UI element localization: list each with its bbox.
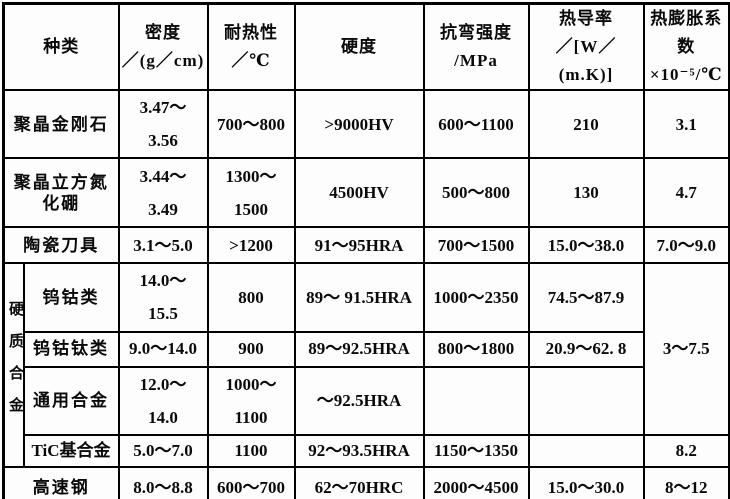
cell-expand: 8～12 xyxy=(642,465,730,499)
cell-expand: 4.7 xyxy=(642,157,730,229)
cell-conduct-empty xyxy=(527,433,645,468)
row-name-wc-tic: 钨钴钛类 xyxy=(22,330,120,368)
cell-hardness: 92～93.5HRA xyxy=(293,433,425,468)
cell-heat: 700～800 xyxy=(206,88,296,160)
header-row: 种类 密度 ／(g／cm) 耐热性 ／℃ 硬度 抗弯强度 /MPa 热导率 ／[… xyxy=(2,2,730,91)
cell-expand: 7.0～9.0 xyxy=(642,226,730,265)
row-name-pcd: 聚晶金刚石 xyxy=(2,88,120,160)
cell-density: 8.0～8.8 xyxy=(117,465,209,499)
carbide-group-label-cell: 硬质合金 xyxy=(2,262,25,468)
cell-bend: 1150～1350 xyxy=(422,433,530,468)
header-thermal-conductivity: 热导率 ／[W／(m.K)] xyxy=(527,2,645,91)
cell-expand: 8.2 xyxy=(642,433,730,468)
header-kind-label: 种类 xyxy=(43,37,80,56)
table-row: TiC基合金 5.0～7.0 1100 92～93.5HRA 1150～1350… xyxy=(4,433,730,468)
cell-conduct: 210 xyxy=(527,88,645,160)
cell-density: 5.0～7.0 xyxy=(117,433,209,468)
row-name-ceramic: 陶瓷刀具 xyxy=(2,226,120,265)
cell-expand-merged: 3～7.5 xyxy=(642,262,730,436)
cell-bend: 2000～4500 xyxy=(422,465,530,499)
cell-density: 3.44～ 3.49 xyxy=(117,157,209,229)
header-hardness: 硬度 xyxy=(293,2,425,91)
header-kind: 种类 xyxy=(2,2,120,91)
header-bending-strength: 抗弯强度 /MPa xyxy=(422,2,530,91)
cell-heat: 600～700 xyxy=(206,465,296,499)
cell-conduct: 130 xyxy=(527,157,645,229)
cell-conduct-empty xyxy=(527,365,645,436)
cell-hardness: 62～70HRC xyxy=(293,465,425,499)
carbide-group-label: 硬质合金 xyxy=(7,301,23,430)
row-name-general: 通用合金 xyxy=(22,365,120,436)
table-row: 陶瓷刀具 3.1～5.0 >1200 91～95HRA 700～1500 15.… xyxy=(2,226,730,265)
cell-conduct: 20.9～62. 8 xyxy=(527,330,645,368)
table-row: 钨钴钛类 9.0～14.0 900 89～92.5HRA 800～1800 20… xyxy=(4,330,730,368)
cell-heat: 900 xyxy=(206,330,296,368)
table-row: 通用合金 12.0～ 14.0 1000～ 1100 ～92.5HRA xyxy=(4,365,730,436)
row-name-hss: 高速钢 xyxy=(2,465,120,499)
cell-heat: 1100 xyxy=(206,433,296,468)
cell-bend: 700～1500 xyxy=(422,226,530,265)
row-name-pcbn: 聚晶立方氮化硼 xyxy=(2,157,120,229)
table-row: 聚晶金刚石 3.47～ 3.56 700～800 >9000HV 600～1100… xyxy=(2,88,730,160)
cell-hardness: 91～95HRA xyxy=(293,226,425,265)
cell-bend: 1000～2350 xyxy=(422,262,530,333)
cell-density: 3.1～5.0 xyxy=(117,226,209,265)
table-row: 高速钢 8.0～8.8 600～700 62～70HRC 2000～4500 1… xyxy=(2,465,730,499)
header-density: 密度 ／(g／cm) xyxy=(117,2,209,91)
cell-bend-empty xyxy=(422,365,530,436)
cell-hardness: ～92.5HRA xyxy=(293,365,425,436)
cell-bend: 500～800 xyxy=(422,157,530,229)
cell-conduct: 15.0～38.0 xyxy=(527,226,645,265)
cell-hardness: 89～92.5HRA xyxy=(293,330,425,368)
cell-bend: 600～1100 xyxy=(422,88,530,160)
cell-conduct: 74.5～87.9 xyxy=(527,262,645,333)
cell-hardness: 89～ 91.5HRA xyxy=(293,262,425,333)
cell-expand: 3.1 xyxy=(642,88,730,160)
table-row: 聚晶立方氮化硼 3.44～ 3.49 1300～ 1500 4500HV 500～8… xyxy=(2,157,730,229)
header-thermal-expansion: 热膨胀系数 ×10⁻⁵/℃ xyxy=(642,2,730,91)
cell-bend: 800～1800 xyxy=(422,330,530,368)
header-heat-resistance: 耐热性 ／℃ xyxy=(206,2,296,91)
row-name-wc-co: 钨钴类 xyxy=(22,262,120,333)
cell-heat: >1200 xyxy=(206,226,296,265)
cell-heat: 800 xyxy=(206,262,296,333)
cell-conduct: 15.0～30.0 xyxy=(527,465,645,499)
cell-density: 14.0～ 15.5 xyxy=(117,262,209,333)
cell-density: 3.47～ 3.56 xyxy=(117,88,209,160)
cell-density: 12.0～ 14.0 xyxy=(117,365,209,436)
cell-heat: 1300～ 1500 xyxy=(206,157,296,229)
cell-hardness: >9000HV xyxy=(293,88,425,160)
table-row: 硬质合金 钨钴类 14.0～ 15.5 800 89～ 91.5HRA 1000～… xyxy=(2,262,730,468)
cell-hardness: 4500HV xyxy=(293,157,425,229)
cell-density: 9.0～14.0 xyxy=(117,330,209,368)
row-name-tic-base: TiC基合金 xyxy=(22,433,120,468)
cell-heat: 1000～ 1100 xyxy=(206,365,296,436)
